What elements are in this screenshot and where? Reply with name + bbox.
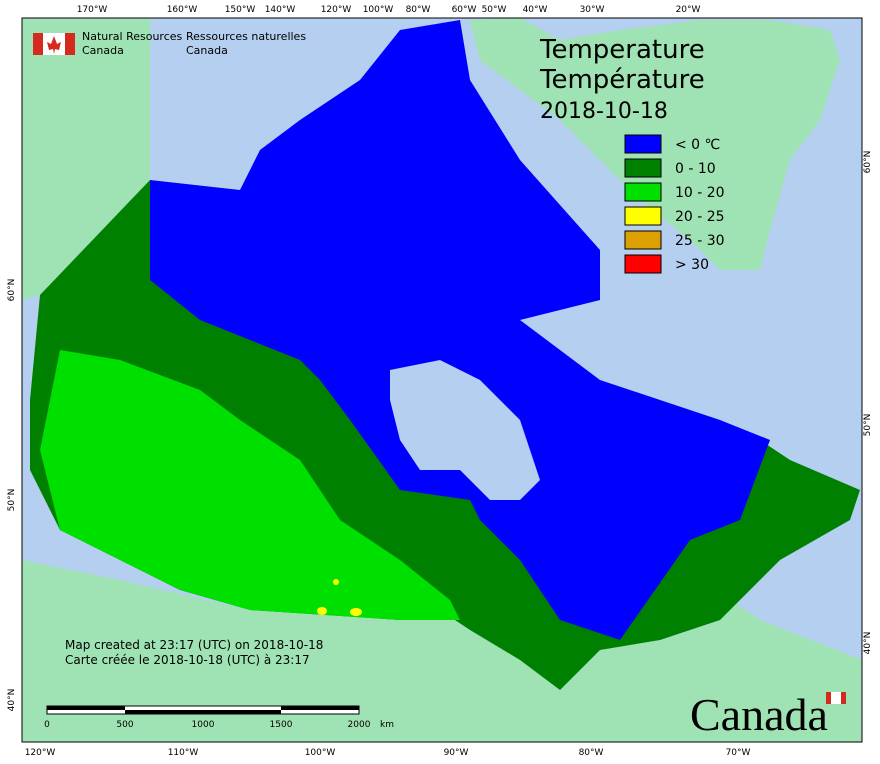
usa [22,560,862,742]
graticule-label: 120°W [25,748,56,758]
agency-logo [33,33,75,55]
scale-label: 1000 [192,720,215,730]
scale-bar [46,705,360,715]
graticule-label: 120°W [321,5,352,15]
wordmark-flag [831,692,841,704]
legend-swatch [624,182,662,202]
legend-label: 0 - 10 [675,161,716,177]
graticule-label: 50°N [863,414,873,437]
legend-label: > 30 [675,257,709,273]
legend-swatch [624,230,662,250]
legend-label: 10 - 20 [675,185,725,201]
graticule-label: 50°N [7,489,17,512]
graticule-label: 160°W [167,5,198,15]
graticule-label: 60°W [452,5,477,15]
graticule-label: 20°W [676,5,701,15]
legend-swatch [624,254,662,274]
graticule-label: 80°W [406,5,431,15]
zone-20-25 [333,579,339,585]
graticule-label: 110°W [168,748,199,758]
title-date: 2018-10-18 [540,99,668,124]
graticule-label: 60°N [7,279,17,302]
wordmark: Canada [690,689,828,740]
legend: < 0 ℃ 0 - 10 10 - 20 20 - 25 25 - 30 > 30 [624,134,725,274]
scale-unit: km [380,720,394,730]
hudson-bay [390,360,540,500]
legend-label: < 0 ℃ [675,137,720,153]
org-en: Canada [82,44,124,57]
org-fr: Ressources naturelles [186,30,306,43]
graticule-label: 70°W [726,748,751,758]
org-en: Natural Resources [82,30,183,43]
graticule-label: 40°N [7,689,17,712]
scale-label: 2000 [348,720,371,730]
note: Carte créée le 2018-10-18 (UTC) à 23:17 [65,653,310,667]
zone-10-20 [40,350,460,620]
zone-20-25 [317,607,327,615]
scale-label: 0 [44,720,50,730]
graticule-label: 30°W [580,5,605,15]
graticule-label: 80°W [579,748,604,758]
zone-below-0 [150,20,770,640]
scale-label: 1500 [270,720,293,730]
org-fr: Canada [186,44,228,57]
legend-label: 25 - 30 [675,233,725,249]
legend-swatch [624,134,662,154]
graticule-label: 140°W [265,5,296,15]
graticule-label: 100°W [363,5,394,15]
legend-swatch [624,158,662,178]
graticule-label: 150°W [225,5,256,15]
graticule-labels: 170°W 160°W 150°W 140°W 120°W 100°W 80°W 60°W 50… [7,5,873,758]
legend-swatch [624,206,662,226]
zone-20-25 [350,608,362,616]
graticule-label: 100°W [305,748,336,758]
legend-label: 20 - 25 [675,209,725,225]
graticule-label: 170°W [77,5,108,15]
graticule-label: 40°N [863,632,873,655]
graticule-label: 60°N [863,151,873,174]
scale-label: 500 [116,720,133,730]
title-fr: Température [539,65,705,95]
note: Map created at 23:17 (UTC) on 2018-10-18 [65,638,323,652]
alaska [22,18,150,300]
graticule-label: 40°W [523,5,548,15]
scale-labels: 0 500 1000 1500 2000 km [44,720,394,730]
graticule-label: 90°W [444,748,469,758]
graticule-label: 50°W [482,5,507,15]
title-en: Temperature [539,35,705,65]
frame [21,17,863,743]
